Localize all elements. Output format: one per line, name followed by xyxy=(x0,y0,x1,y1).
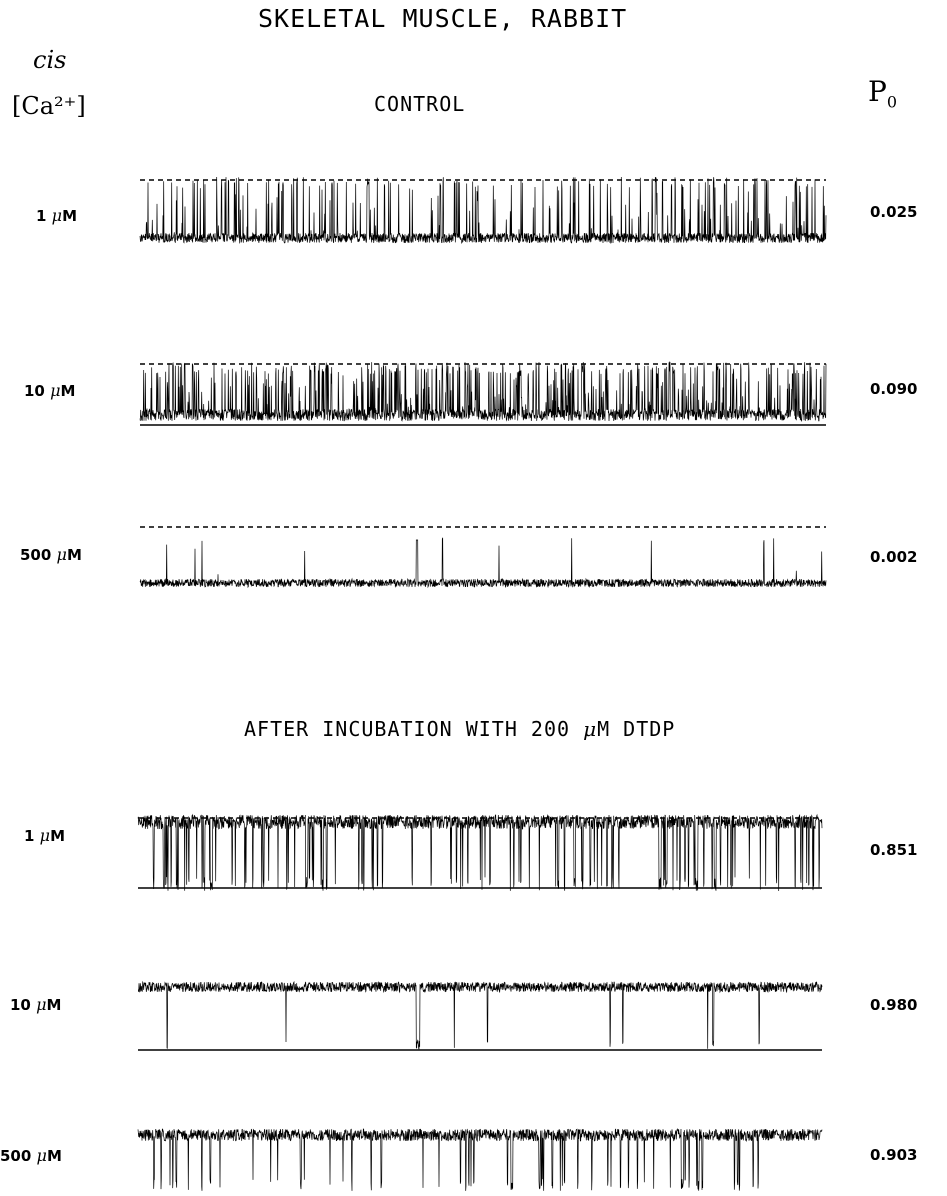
dtdp-10-trace xyxy=(138,982,822,1049)
control-500-trace xyxy=(140,538,826,587)
trace-layer xyxy=(138,177,826,1191)
dtdp-1-trace xyxy=(138,815,822,891)
control-1-trace xyxy=(140,177,826,243)
dtdp-500-trace xyxy=(138,1129,822,1191)
control-10-trace xyxy=(140,362,826,421)
